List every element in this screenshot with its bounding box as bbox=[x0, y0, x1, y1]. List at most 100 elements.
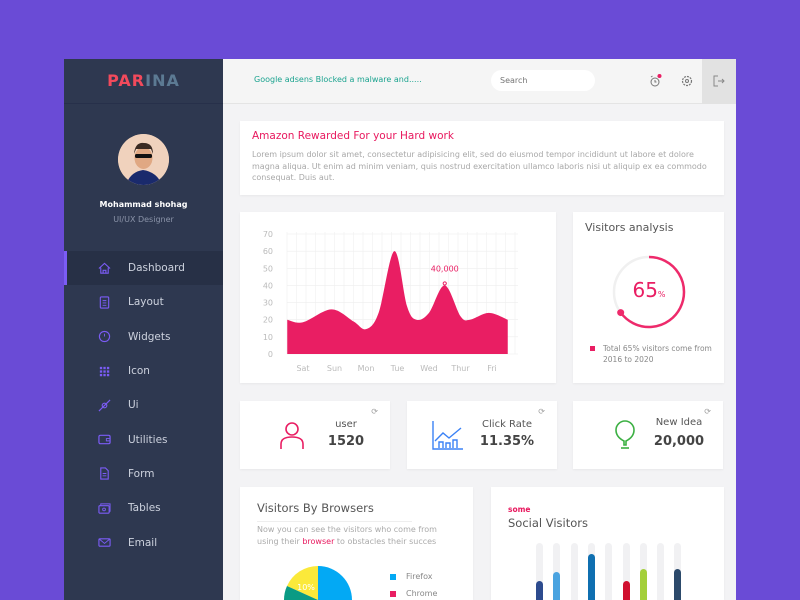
logout-button[interactable] bbox=[702, 59, 736, 104]
legend-swatch bbox=[390, 573, 396, 580]
donut-progress bbox=[619, 255, 686, 329]
user-name: Mohammad shohag bbox=[99, 200, 188, 209]
pie-label: 10% bbox=[297, 583, 315, 592]
sidebar: PARINA Mohammad shohag UI/UX Designer Da… bbox=[64, 59, 223, 600]
visitors-percent: 65% bbox=[622, 278, 676, 302]
logo-part1: PAR bbox=[107, 71, 146, 90]
annotation-label: 40,000 bbox=[431, 264, 459, 273]
social-bar bbox=[639, 568, 647, 600]
wallet-icon bbox=[98, 434, 111, 445]
sidebar-item-label: Dashboard bbox=[128, 262, 185, 275]
y-tick-label: 40 bbox=[263, 281, 273, 290]
y-tick-label: 20 bbox=[263, 316, 273, 325]
social-bar-track bbox=[657, 543, 665, 600]
x-tick-label: Mon bbox=[358, 364, 375, 373]
sidebar-item-email[interactable]: Email bbox=[64, 525, 223, 559]
browsers-pie: 10% bbox=[283, 566, 352, 600]
sidebar-nav: Dashboard Layout Widgets Icon Ui Utilities For… bbox=[64, 251, 223, 560]
stat-card-new-idea: ⟳ New Idea 20,000 bbox=[573, 401, 723, 469]
social-bar-track bbox=[536, 543, 543, 600]
social-bar-track bbox=[674, 543, 682, 600]
stat-value: 11.35% bbox=[479, 434, 535, 449]
sidebar-item-form[interactable]: Form bbox=[64, 457, 223, 491]
sidebar-item-tables[interactable]: Tables bbox=[64, 491, 223, 525]
sidebar-item-widgets[interactable]: Widgets bbox=[64, 320, 223, 354]
legend-swatch bbox=[390, 590, 396, 597]
social-bar-track bbox=[553, 543, 561, 600]
stat-label: user bbox=[335, 419, 357, 430]
x-tick-label: Tue bbox=[390, 364, 405, 373]
app-window: PARINA Mohammad shohag UI/UX Designer Da… bbox=[64, 59, 736, 600]
visitors-donut bbox=[612, 255, 686, 329]
y-tick-label: 70 bbox=[263, 230, 273, 239]
x-tick-label: Wed bbox=[420, 364, 437, 373]
logout-icon bbox=[713, 75, 725, 87]
area-series bbox=[287, 251, 508, 354]
refresh-icon[interactable]: ⟳ bbox=[371, 407, 378, 416]
browsers-title: Visitors By Browsers bbox=[257, 501, 374, 515]
sidebar-item-label: Utilities bbox=[128, 433, 168, 446]
compass-icon bbox=[98, 399, 111, 412]
y-tick-label: 0 bbox=[268, 350, 273, 359]
layout-icon bbox=[99, 296, 110, 309]
stat-card-user: ⟳ user 1520 bbox=[240, 401, 390, 469]
desc-text: Now you can see the visitors who come fr… bbox=[257, 525, 437, 546]
x-tick-label: Fri bbox=[487, 364, 497, 373]
stat-value: 20,000 bbox=[653, 434, 705, 449]
pie-slice-firefox bbox=[318, 566, 352, 600]
notice-body: Lorem ipsum dolor sit amet, consectetur … bbox=[252, 150, 707, 182]
social-bar-track bbox=[570, 543, 578, 600]
chart-growth-icon bbox=[432, 421, 463, 450]
sidebar-item-ui[interactable]: Ui bbox=[64, 388, 223, 422]
alarm-icon[interactable] bbox=[648, 74, 662, 88]
visitors-legend: Total 65% visitors come from 2016 to 202… bbox=[603, 344, 712, 364]
legend-label: Chrome bbox=[406, 589, 438, 598]
sidebar-item-dashboard[interactable]: Dashboard bbox=[64, 251, 223, 286]
social-bar bbox=[553, 571, 561, 600]
stat-label: New Idea bbox=[655, 417, 703, 428]
social-visitors-card: some Social Visitors bbox=[491, 487, 724, 600]
area-chart: 0 10 20 30 40 50 60 70 Sat Sun Mon Tue Wed Thur Fri 40,… bbox=[263, 230, 518, 373]
tables-icon bbox=[98, 503, 111, 514]
x-tick-label: Sun bbox=[327, 364, 342, 373]
widgets-icon bbox=[98, 331, 111, 343]
logo[interactable]: PARINA bbox=[64, 59, 223, 104]
stat-value: 1520 bbox=[327, 434, 365, 449]
sidebar-item-label: Layout bbox=[128, 296, 164, 309]
x-tick-label: Thur bbox=[450, 364, 470, 373]
legend-item: Firefox bbox=[390, 568, 437, 585]
y-tick-label: 60 bbox=[263, 247, 273, 256]
stat-label: Click Rate bbox=[482, 419, 532, 430]
search-input[interactable] bbox=[491, 70, 595, 91]
gear-icon[interactable] bbox=[680, 74, 694, 88]
browser-link[interactable]: browser bbox=[302, 536, 335, 546]
sidebar-item-icon[interactable]: Icon bbox=[64, 354, 223, 388]
notice-card: Amazon Rewarded For your Hard work Lorem… bbox=[240, 121, 724, 195]
notification-text[interactable]: Google adsens Blocked a malware and..... bbox=[254, 75, 422, 84]
browsers-card: Visitors By Browsers Now you can see the… bbox=[240, 487, 473, 600]
logo-part2: INA bbox=[145, 71, 180, 90]
social-bar bbox=[622, 581, 630, 600]
y-tick-label: 50 bbox=[263, 264, 273, 273]
social-bar bbox=[587, 554, 595, 600]
browsers-desc: Now you can see the visitors who come fr… bbox=[257, 524, 447, 547]
sidebar-item-label: Icon bbox=[128, 365, 150, 378]
percent-unit: % bbox=[657, 290, 666, 299]
form-icon bbox=[100, 467, 109, 481]
refresh-icon[interactable]: ⟳ bbox=[538, 407, 545, 416]
lightbulb-icon bbox=[615, 420, 635, 449]
home-icon bbox=[98, 262, 111, 274]
avatar[interactable] bbox=[118, 134, 169, 185]
sidebar-item-label: Email bbox=[128, 536, 158, 549]
social-bar-track bbox=[639, 543, 647, 600]
social-bar-track bbox=[605, 543, 613, 600]
pie-slice-teal bbox=[283, 586, 318, 600]
refresh-icon[interactable]: ⟳ bbox=[704, 407, 711, 416]
social-bar bbox=[536, 580, 543, 600]
sidebar-item-utilities[interactable]: Utilities bbox=[64, 422, 223, 456]
social-bar bbox=[674, 569, 682, 600]
sidebar-item-layout[interactable]: Layout bbox=[64, 285, 223, 319]
desc-text-end: to obstacles their succes bbox=[334, 536, 437, 546]
percent-value: 65 bbox=[632, 278, 658, 302]
legend-item: Chrome bbox=[390, 585, 437, 600]
